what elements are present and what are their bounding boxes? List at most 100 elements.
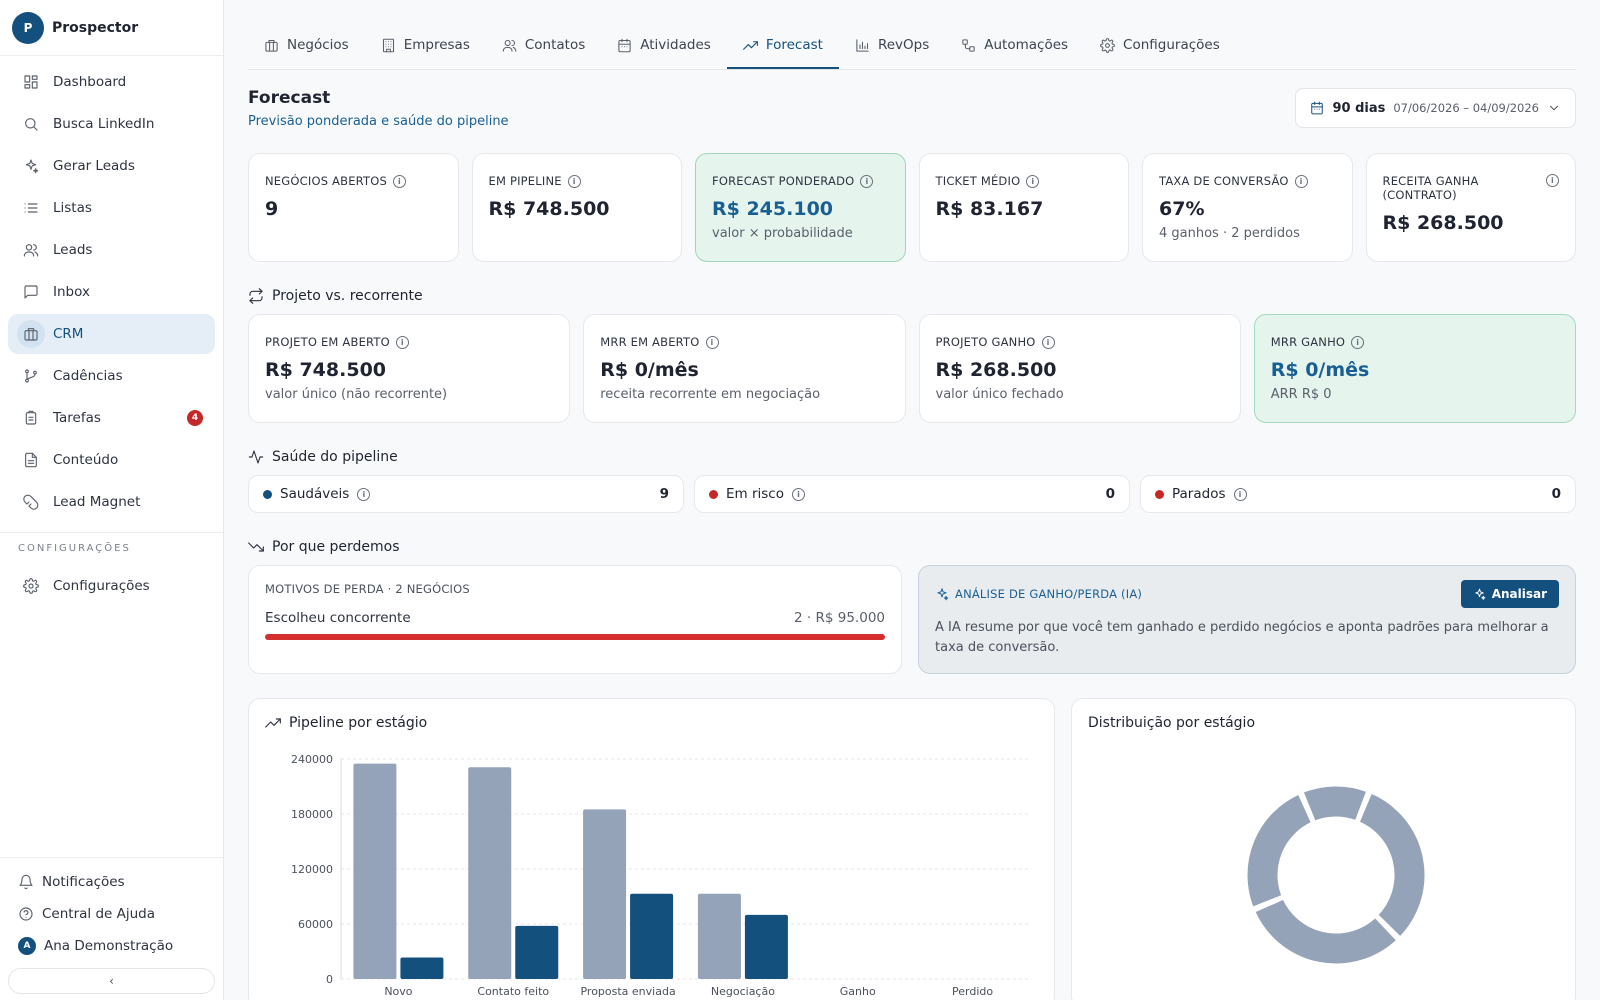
sidebar-item-inbox[interactable]: Inbox (8, 272, 215, 312)
tab-automa-es[interactable]: Automações (945, 23, 1084, 69)
kpi-value: R$ 268.500 (1382, 212, 1504, 234)
tab-forecast[interactable]: Forecast (726, 23, 839, 69)
kpi-label: NEGÓCIOS ABERTOS i (265, 174, 442, 188)
bar-chart-icon (855, 38, 870, 53)
card-label-text: MRR GANHO (1270, 335, 1346, 349)
project-cards: PROJETO EM ABERTO i R$ 748.500 valor único … (248, 314, 1576, 423)
info-icon[interactable]: i (395, 335, 409, 349)
branch-icon (23, 368, 39, 384)
tab-contatos[interactable]: Contatos (486, 23, 601, 69)
x-tick-label: Novo (384, 985, 412, 998)
kpi-label-text: TICKET MÉDIO (935, 174, 1021, 188)
sidebar: P Prospector Dashboard Busca LinkedIn Gera… (0, 0, 224, 1000)
health-value: 0 (1105, 486, 1115, 502)
info-icon[interactable]: i (1351, 335, 1365, 349)
user-menu[interactable]: A Ana Demonstração (8, 930, 215, 962)
loss-reason-bar (265, 634, 885, 640)
health-pill: Em risco i 0 (694, 475, 1130, 513)
sidebar-item-crm[interactable]: CRM (8, 314, 215, 354)
health-value: 0 (1551, 486, 1561, 502)
message-icon (23, 284, 39, 300)
info-icon[interactable]: i (860, 174, 874, 188)
chart-title-text: Pipeline por estágio (289, 715, 428, 731)
info-icon[interactable]: i (567, 174, 581, 188)
bar (515, 925, 559, 979)
info-icon[interactable]: i (393, 174, 407, 188)
help-link[interactable]: Central de Ajuda (8, 898, 215, 930)
kpi-card: FORECAST PONDERADO i R$ 245.100 valor × pro… (695, 153, 906, 262)
donut-slice (1300, 783, 1370, 825)
card-value: R$ 748.500 (265, 359, 387, 381)
analyze-button[interactable]: Analisar (1460, 580, 1559, 608)
kpi-label-text: EM PIPELINE (488, 174, 562, 188)
sidebar-item-listas[interactable]: Listas (8, 188, 215, 228)
health-label: Saudáveis (280, 486, 350, 502)
kpi-card: TICKET MÉDIO i R$ 83.167 (918, 153, 1129, 262)
tab-label: Contatos (524, 37, 586, 53)
info-icon[interactable]: i (1026, 174, 1040, 188)
kpi-label: EM PIPELINE i (489, 174, 666, 188)
tasks-count-badge: 4 (187, 410, 203, 426)
sidebar-item-gerar-leads[interactable]: Gerar Leads (8, 146, 215, 186)
distribution-donut-chart (1244, 783, 1428, 967)
card-label: MRR GANHO i (1271, 335, 1559, 349)
info-icon[interactable]: i (1041, 335, 1055, 349)
kpi-label-text: RECEITA GANHA (CONTRATO) (1382, 174, 1479, 202)
trending-up-icon (742, 38, 758, 53)
loss-reason-value: 2 · R$ 95.000 (794, 610, 885, 626)
tab-revops[interactable]: RevOps (839, 23, 945, 69)
sidebar-nav: Dashboard Busca LinkedIn Gerar Leads Listas… (0, 56, 223, 528)
kpi-label: TICKET MÉDIO i (936, 174, 1113, 188)
page-header: Forecast Previsão ponderada e saúde do p… (248, 88, 1576, 129)
sidebar-item-lead-magnet[interactable]: Lead Magnet (8, 482, 215, 522)
sidebar-item-tarefas[interactable]: Tarefas 4 (8, 398, 215, 438)
info-icon[interactable]: i (705, 335, 719, 349)
calendar-icon (1310, 100, 1324, 116)
sidebar-bottom: Notificações Central de Ajuda A Ana Demo… (0, 857, 223, 1000)
info-icon[interactable]: i (357, 487, 371, 501)
card-sub: valor único fechado (935, 387, 1064, 402)
section-title-text: Projeto vs. recorrente (272, 288, 423, 304)
health-value: 9 (659, 486, 669, 502)
sidebar-item-settings[interactable]: Configurações (8, 566, 215, 606)
search-icon (23, 116, 39, 132)
tab-configura-es[interactable]: Configurações (1084, 23, 1236, 69)
distribution-chart-title: Distribuição por estágio (1088, 715, 1256, 731)
section-label-settings: CONFIGURAÇÕES (0, 532, 223, 560)
notifications-link[interactable]: Notificações (8, 866, 215, 898)
card-value: R$ 0/mês (1270, 359, 1370, 381)
ai-analysis-title: ANÁLISE DE GANHO/PERDA (IA) (935, 586, 1142, 602)
bell-icon (18, 874, 34, 890)
sidebar-item-label: Conteúdo (53, 452, 119, 468)
status-dot (709, 489, 718, 499)
card-sub: ARR R$ 0 (1270, 387, 1332, 402)
sidebar-item-leads[interactable]: Leads (8, 230, 215, 270)
chevron-down-icon (1547, 100, 1561, 116)
tab-neg-cios[interactable]: Negócios (248, 23, 365, 69)
tab-atividades[interactable]: Atividades (601, 23, 727, 69)
sidebar-item-cad-ncias[interactable]: Cadências (8, 356, 215, 396)
tab-label: Atividades (640, 37, 711, 53)
info-icon[interactable]: i (1294, 174, 1308, 188)
trending-up-icon (265, 715, 281, 731)
sidebar-item-dashboard[interactable]: Dashboard (8, 62, 215, 102)
kpi-card: EM PIPELINE i R$ 748.500 (471, 153, 682, 262)
section-title-text: Saúde do pipeline (272, 449, 398, 465)
calendar-icon (617, 38, 632, 53)
sidebar-item-label: Listas (53, 200, 92, 216)
loss-card-label: MOTIVOS DE PERDA · 2 NEGÓCIOS (265, 582, 470, 596)
repeat-icon (248, 288, 264, 304)
kpi-label: TAXA DE CONVERSÃO i (1159, 174, 1336, 188)
date-range-picker[interactable]: 90 dias 07/06/2026 – 04/09/2026 (1295, 88, 1576, 128)
tab-empresas[interactable]: Empresas (365, 23, 486, 69)
brand-name: Prospector (52, 19, 139, 36)
info-icon[interactable]: i (1233, 487, 1247, 501)
page-title: Forecast (248, 88, 331, 108)
sidebar-item-conte-do[interactable]: Conteúdo (8, 440, 215, 480)
tab-bar: Negócios Empresas Contatos Atividades Foreca… (248, 0, 1576, 70)
collapse-sidebar-button[interactable]: ‹ (8, 968, 215, 994)
y-tick-label: 240000 (291, 753, 333, 766)
info-icon[interactable]: i (1546, 174, 1559, 187)
info-icon[interactable]: i (792, 487, 805, 501)
sidebar-item-busca-linkedin[interactable]: Busca LinkedIn (8, 104, 215, 144)
